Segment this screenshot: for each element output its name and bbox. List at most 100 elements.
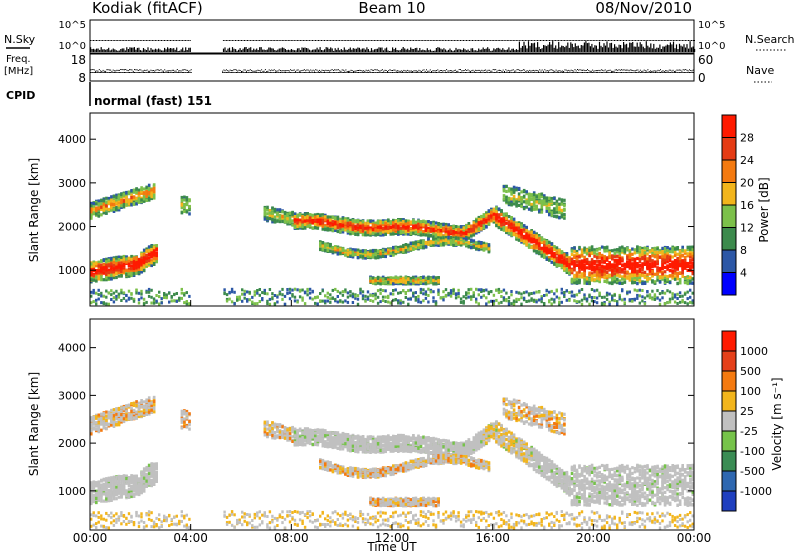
nave-dot — [677, 69, 679, 71]
power-cell — [361, 294, 365, 298]
noise-sky-bar — [571, 43, 573, 52]
noise-sky-bar — [417, 50, 419, 52]
noise-search-dot — [549, 40, 550, 41]
power-cell — [150, 244, 153, 248]
power-cell — [112, 265, 116, 269]
power-cell — [127, 259, 131, 263]
noise-sky-bar — [272, 48, 274, 52]
power-cell — [314, 301, 317, 305]
freq-dot — [166, 72, 168, 73]
freq-dot — [516, 72, 518, 73]
power-cell — [326, 228, 330, 232]
noise-search-dot — [384, 40, 386, 41]
power-cell — [404, 278, 408, 282]
freq-dot — [578, 72, 580, 73]
nave-dot — [228, 70, 230, 72]
freq-dot — [477, 72, 479, 73]
noise-sky-bar — [319, 47, 321, 52]
power-cell — [107, 263, 111, 267]
noise-sky-bar — [437, 47, 439, 52]
freq-dot — [179, 72, 181, 73]
power-cell — [293, 218, 297, 222]
nave-dot — [629, 69, 631, 71]
power-cell — [409, 220, 413, 224]
noise-search-dot — [117, 40, 119, 41]
freq-dot — [426, 72, 427, 73]
power-cell — [376, 289, 380, 293]
power-cell — [263, 217, 267, 221]
noise-sky-bar — [452, 50, 454, 52]
power-cell — [356, 228, 360, 232]
power-cell — [112, 267, 116, 271]
freq-dot — [161, 72, 163, 73]
power-cell — [150, 195, 153, 199]
power-cell — [376, 295, 380, 299]
power-cell — [120, 204, 123, 208]
nave-dot — [113, 70, 115, 72]
freq-dot — [103, 72, 105, 73]
noise-search-dot — [423, 40, 425, 41]
noise-search-dot — [354, 40, 356, 41]
power-cell — [424, 241, 428, 246]
power-cell — [306, 215, 309, 219]
power-cell — [110, 289, 113, 293]
noise-sky-bar — [251, 50, 253, 52]
freq-dot — [638, 72, 640, 73]
noise-search-dot — [257, 40, 259, 41]
freq-dot — [316, 72, 318, 73]
power-cell — [371, 223, 375, 227]
noise-search-dot — [523, 40, 525, 41]
noise-sky-bar — [672, 41, 675, 52]
freq-dot — [412, 72, 414, 73]
noise-search-dot — [266, 40, 268, 41]
nave-dot — [550, 69, 552, 71]
freq-dot — [535, 72, 537, 73]
nave-dot — [433, 70, 435, 72]
power-cell — [321, 241, 325, 245]
noise-sky-bar — [257, 50, 259, 52]
power-cell — [105, 267, 108, 271]
power-cell — [180, 291, 183, 295]
noise-sky-bar — [432, 50, 434, 52]
noise-search-dot — [239, 40, 241, 41]
power-cell — [90, 210, 93, 214]
power-cell — [293, 212, 297, 216]
power-cell — [288, 291, 292, 295]
power-cell — [404, 296, 407, 299]
power-cell — [92, 274, 96, 278]
power-cell — [412, 221, 415, 225]
noise-tick-bottom-right: 10^0 — [698, 41, 725, 52]
nave-dot — [408, 70, 410, 72]
freq-dot — [286, 72, 288, 73]
power-cell — [379, 291, 382, 295]
noise-search-dot — [633, 40, 635, 41]
power-cell — [183, 292, 186, 295]
freq-dot — [337, 72, 339, 73]
power-cell — [364, 256, 367, 260]
nave-dot — [668, 69, 670, 71]
nave-dot — [105, 70, 107, 72]
noise-sky-bar — [580, 45, 582, 52]
noise-search-dot — [386, 40, 387, 41]
nave-dot — [117, 69, 119, 71]
power-cell — [308, 221, 312, 225]
freq-dot — [125, 72, 127, 73]
power-cell — [137, 188, 141, 192]
noise-sky-bar — [393, 49, 395, 52]
power-cell — [155, 247, 158, 252]
noise-search-dot — [675, 40, 677, 41]
nave-dot — [579, 69, 581, 71]
noise-search-dot — [165, 40, 167, 41]
power-cell — [132, 198, 136, 202]
noise-sky-bar — [336, 49, 338, 52]
power-cell — [100, 291, 103, 295]
power-cell — [369, 293, 372, 297]
power-cell — [291, 223, 294, 227]
power-cell — [183, 203, 186, 207]
nave-dot — [467, 69, 469, 71]
noise-search-dot — [624, 40, 626, 41]
noise-sky-bar — [653, 43, 655, 52]
noise-sky-bar — [366, 47, 368, 52]
nave-dot — [400, 70, 402, 72]
power-cell — [402, 230, 405, 234]
